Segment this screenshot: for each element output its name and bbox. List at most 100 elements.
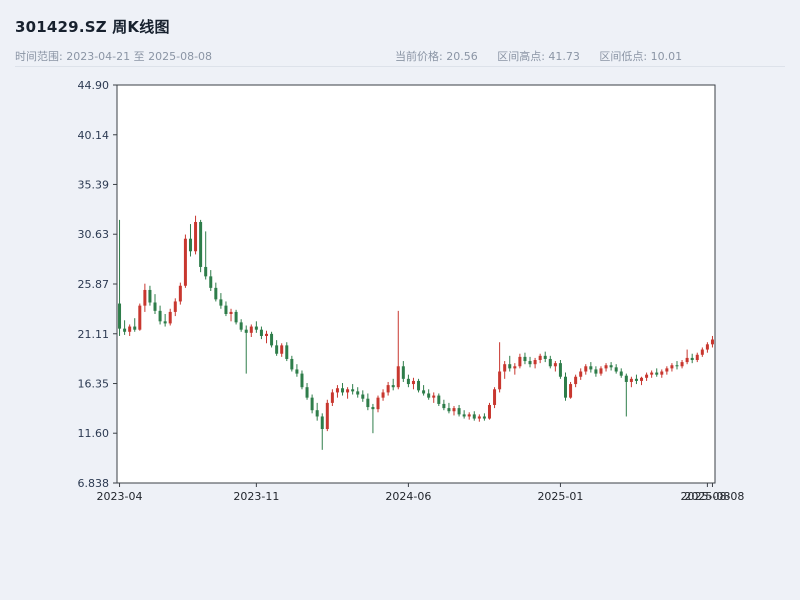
candle-body (487, 404, 491, 419)
page-title: 301429.SZ 周K线图 (15, 18, 170, 36)
candle-body (300, 373, 304, 388)
candle-body (432, 395, 436, 398)
candle-body (325, 402, 329, 430)
candle-body (138, 305, 142, 330)
candle-body (533, 360, 537, 365)
candle-body (665, 368, 669, 372)
candle-body (280, 345, 284, 354)
candle-body (599, 368, 603, 374)
y-axis-label: 35.39 (78, 178, 110, 191)
candle-body (493, 389, 497, 405)
candle-body (452, 408, 456, 412)
candle-body (619, 371, 623, 376)
y-axis-label: 40.14 (78, 129, 110, 142)
x-axis-label: 2025-01 (537, 490, 583, 503)
candle-body (224, 305, 228, 315)
candle-body (467, 414, 471, 417)
candle-body (335, 388, 339, 393)
candle-body (579, 371, 583, 377)
candle-body (188, 238, 192, 252)
candle-body (411, 380, 415, 385)
candle-body (168, 311, 172, 324)
candle-body (275, 345, 279, 354)
y-axis-label: 25.87 (78, 278, 110, 291)
candle-body (503, 364, 507, 372)
candle-body (310, 397, 314, 411)
candle-body (548, 358, 552, 367)
candle-body (148, 289, 152, 303)
candle-body (371, 407, 375, 410)
candle-body (685, 357, 689, 363)
candle-body (173, 301, 177, 312)
candle-body (670, 365, 674, 369)
candle-body (158, 310, 162, 322)
candle-body (457, 408, 461, 415)
candle-body (508, 364, 512, 369)
candle-body (594, 369, 598, 374)
candle-body (356, 391, 360, 395)
candle-body (346, 389, 350, 393)
candle-body (123, 328, 127, 332)
candle-body (239, 322, 243, 330)
candle-body (518, 356, 522, 367)
candle-body (538, 355, 542, 361)
range-low-label: 区间低点: 10.01 (599, 50, 683, 63)
y-axis-label: 44.90 (78, 79, 110, 92)
candle-body (543, 355, 547, 359)
y-axis-label: 21.11 (78, 328, 110, 341)
candle-body (589, 366, 593, 370)
candle-body (650, 372, 654, 375)
candle-body (128, 326, 132, 332)
candle-body (680, 362, 684, 367)
candle-body (214, 287, 218, 300)
candle-body (209, 276, 213, 288)
candle-body (700, 349, 704, 355)
y-axis-label: 11.60 (78, 427, 110, 440)
candle-body (265, 333, 268, 336)
range-high-label: 区间高点: 41.73 (497, 50, 580, 63)
candle-body (234, 311, 238, 323)
candle-body (315, 410, 319, 417)
candle-body (482, 416, 486, 419)
candle-body (574, 376, 578, 385)
y-axis-label: 30.63 (78, 228, 110, 241)
candle-body (285, 345, 289, 359)
candle-body (634, 378, 638, 381)
candle-body (254, 326, 258, 330)
candle-body (569, 384, 573, 398)
candle-body (259, 329, 263, 336)
candle-body (604, 365, 608, 369)
candle-body (640, 377, 644, 381)
candle-body (564, 376, 567, 398)
candle-body (645, 374, 649, 378)
current-price-label: 当前价格: 20.56 (395, 50, 478, 63)
candle-body (584, 366, 588, 372)
x-axis-label: 2024-06 (385, 490, 431, 503)
candle-body (705, 344, 709, 350)
candle-body (675, 365, 679, 367)
time-range-label: 时间范围: 2023-04-21 至 2025-08-08 (15, 50, 213, 63)
candle-body (690, 357, 694, 361)
y-axis-label: 6.838 (78, 477, 110, 490)
candle-body (366, 398, 370, 408)
candle-body (351, 389, 355, 392)
y-axis-label: 16.35 (78, 378, 110, 391)
candle-body (199, 221, 203, 267)
candle-body (270, 333, 274, 346)
subheader: 时间范围: 2023-04-21 至 2025-08-08 当前价格: 20.5… (15, 46, 785, 67)
candle-body (118, 303, 122, 329)
candle-body (422, 390, 426, 394)
candle-body (523, 356, 527, 362)
candle-body (305, 387, 309, 398)
candle-body (391, 385, 395, 388)
candle-body (219, 299, 223, 306)
candle-body (660, 371, 664, 375)
candle-body (244, 329, 248, 333)
candle-body (204, 266, 208, 277)
candle-body (447, 408, 451, 412)
candle-body (417, 380, 421, 391)
candle-body (330, 392, 334, 403)
x-axis-label: 2025-08 (684, 490, 730, 503)
candle-body (163, 321, 167, 324)
